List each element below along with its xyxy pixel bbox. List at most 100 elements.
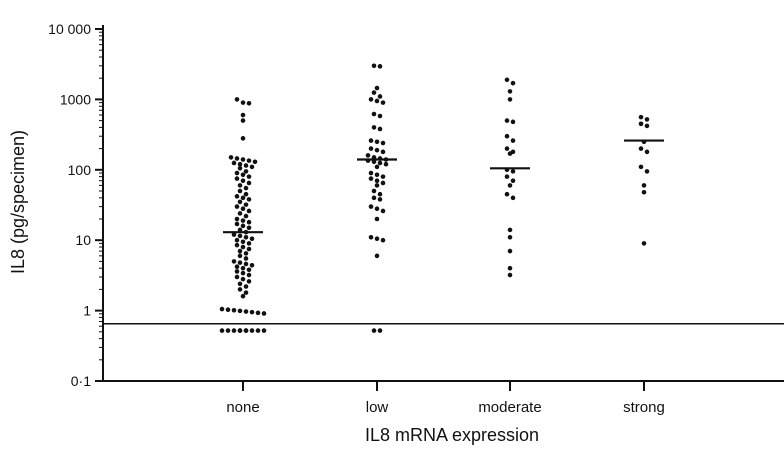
x-axis-title: IL8 mRNA expression xyxy=(365,425,539,445)
data-point-low xyxy=(368,138,374,143)
data-point-low xyxy=(371,195,377,201)
data-point-low xyxy=(377,94,383,99)
data-point-low xyxy=(374,178,380,184)
data-point-low xyxy=(374,147,380,153)
data-point-moderate xyxy=(504,146,510,151)
data-point-none xyxy=(240,195,246,201)
y-axis-ticks: 0·1 1 10 100 1000 10 000 xyxy=(48,21,103,389)
data-point-none xyxy=(240,118,246,123)
data-point-none xyxy=(240,157,246,162)
data-point-moderate xyxy=(510,195,516,201)
y-tick-label: 0·1 xyxy=(71,373,91,389)
data-point-moderate xyxy=(510,80,516,86)
data-point-strong xyxy=(644,149,650,155)
data-point-moderate xyxy=(507,89,513,94)
data-point-none xyxy=(234,170,240,176)
data-point-none xyxy=(243,284,249,289)
data-point-none xyxy=(261,311,267,316)
y-tick-label: 1 xyxy=(83,303,91,319)
data-point-none xyxy=(231,232,237,237)
data-point-none xyxy=(240,178,246,184)
data-point-none xyxy=(225,328,231,333)
y-tick-label: 10 000 xyxy=(48,21,91,37)
data-point-none xyxy=(243,191,249,197)
data-point-low xyxy=(374,85,380,91)
data-point-low xyxy=(380,140,386,146)
data-point-none xyxy=(237,233,243,239)
data-point-low xyxy=(374,236,380,242)
data-point-moderate xyxy=(510,169,516,174)
data-point-none xyxy=(234,237,240,243)
data-point-moderate xyxy=(510,119,516,125)
data-point-none xyxy=(234,264,240,270)
data-point-moderate xyxy=(507,151,513,156)
data-point-none xyxy=(246,241,252,246)
data-point-none xyxy=(246,246,252,252)
data-point-low xyxy=(374,164,380,170)
data-point-none xyxy=(246,197,252,202)
data-point-low xyxy=(380,100,386,105)
data-point-none xyxy=(234,156,240,161)
data-point-none xyxy=(219,306,225,312)
data-point-none xyxy=(246,180,252,186)
data-point-none xyxy=(246,174,252,179)
data-point-none xyxy=(237,248,243,254)
data-point-strong xyxy=(638,114,644,120)
data-point-none xyxy=(243,185,249,191)
data-point-none xyxy=(243,290,249,295)
data-point-none xyxy=(234,221,240,227)
data-point-none xyxy=(249,309,255,315)
data-point-none xyxy=(231,328,237,333)
x-category-label: low xyxy=(366,399,389,416)
data-point-strong xyxy=(644,123,650,129)
data-point-none xyxy=(246,101,252,106)
data-point-none xyxy=(237,199,243,205)
data-point-none xyxy=(249,236,255,242)
data-point-low xyxy=(374,172,380,178)
data-point-moderate xyxy=(507,234,513,240)
data-point-none xyxy=(219,328,225,333)
data-point-none xyxy=(243,213,249,219)
y-tick-label: 10 xyxy=(75,232,91,248)
data-point-none xyxy=(240,100,246,105)
data-point-none xyxy=(231,259,237,264)
data-point-low xyxy=(371,63,377,69)
data-point-moderate xyxy=(507,272,513,278)
data-point-none xyxy=(246,279,252,284)
data-point-strong xyxy=(638,164,644,170)
data-point-strong xyxy=(641,241,647,246)
y-tick-label: 1000 xyxy=(60,91,91,107)
data-point-moderate xyxy=(507,265,513,271)
data-point-low xyxy=(368,176,374,181)
data-point-none xyxy=(237,253,243,259)
data-point-low xyxy=(383,161,389,167)
data-point-low xyxy=(380,237,386,243)
data-point-none xyxy=(246,208,252,214)
data-point-moderate xyxy=(504,191,510,197)
data-point-none xyxy=(243,163,249,168)
x-category-label: strong xyxy=(623,399,665,416)
data-point-low xyxy=(368,146,374,151)
y-tick-label: 100 xyxy=(68,162,92,178)
data-point-none xyxy=(240,244,246,250)
data-point-low xyxy=(374,206,380,212)
data-point-none xyxy=(237,308,243,314)
data-point-low xyxy=(377,328,383,333)
data-point-none xyxy=(240,223,246,229)
data-point-none xyxy=(225,307,231,312)
data-point-none xyxy=(237,161,243,167)
data-point-low xyxy=(374,253,380,259)
data-point-none xyxy=(240,265,246,271)
data-point-moderate xyxy=(504,77,510,83)
data-point-low xyxy=(371,125,377,130)
data-point-low xyxy=(374,139,380,145)
data-point-low xyxy=(371,159,377,165)
data-point-none xyxy=(231,307,237,313)
data-point-none xyxy=(249,328,255,333)
data-point-none xyxy=(237,281,243,287)
data-point-moderate xyxy=(504,174,510,179)
data-point-low xyxy=(377,64,383,69)
data-point-moderate xyxy=(507,227,513,233)
data-point-none xyxy=(234,269,240,274)
data-point-strong xyxy=(644,169,650,174)
